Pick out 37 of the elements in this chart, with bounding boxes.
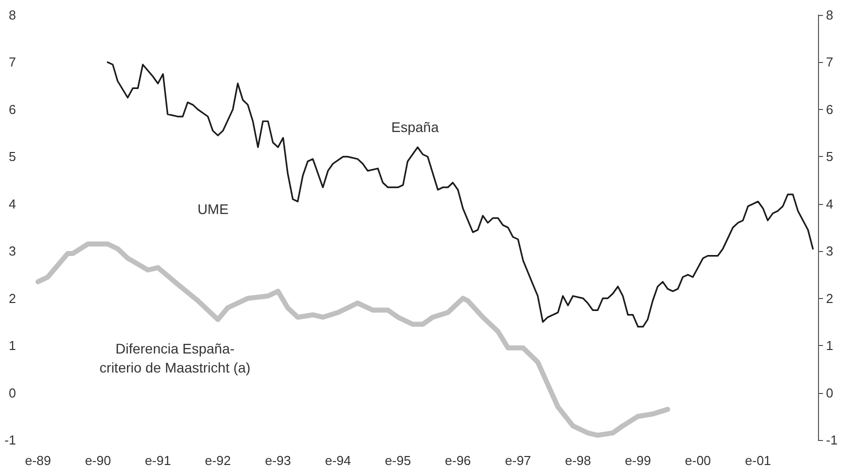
x-tick-label: e-96 bbox=[444, 453, 471, 468]
y2-tick-label: 5 bbox=[826, 149, 834, 164]
y2-tick-label: 3 bbox=[826, 244, 834, 259]
y-tick-label: 2 bbox=[8, 290, 16, 306]
y-tick-label: 6 bbox=[8, 102, 16, 117]
line-series bbox=[106, 61, 814, 328]
annotation: Diferencia España- criterio de Maastricht (a) bbox=[100, 340, 250, 376]
y-tick-label: 5 bbox=[8, 149, 16, 164]
x-tick-label: e-94 bbox=[324, 453, 351, 468]
x-tick-label: e-95 bbox=[384, 453, 411, 468]
y-tick-label: 1 bbox=[8, 338, 16, 354]
x-tick-label: e-97 bbox=[505, 453, 532, 468]
y-tick-label: 4 bbox=[8, 196, 16, 212]
y2-tick-label: 8 bbox=[826, 8, 834, 22]
y-tick-label: -1 bbox=[4, 432, 16, 448]
y-tick-label: 3 bbox=[8, 244, 16, 259]
y2-tick-label: 2 bbox=[826, 290, 834, 306]
x-tick-label: e-00 bbox=[684, 453, 711, 468]
x-tick-label: e-01 bbox=[745, 453, 772, 468]
x-tick-label: e-92 bbox=[204, 453, 231, 468]
x-tick-label: e-99 bbox=[624, 453, 651, 468]
x-tick-label: e-89 bbox=[24, 453, 52, 468]
annotation: UME bbox=[197, 201, 229, 217]
y2-tick-label: 1 bbox=[826, 338, 834, 354]
y2-tick-label: 0 bbox=[826, 385, 834, 400]
y2-tick-label: 6 bbox=[826, 102, 834, 117]
y-tick-label: 8 bbox=[8, 8, 16, 22]
y2-tick-label: -1 bbox=[826, 432, 838, 448]
x-tick-label: e-91 bbox=[144, 453, 171, 468]
y-tick-label: 0 bbox=[8, 385, 16, 400]
y-tick-label: 7 bbox=[8, 54, 16, 70]
annotation: España bbox=[391, 119, 439, 135]
x-tick-label: e-98 bbox=[564, 453, 592, 468]
y2-tick-label: 4 bbox=[826, 196, 834, 212]
x-tick-label: e-93 bbox=[264, 453, 292, 468]
y2-tick-label: 7 bbox=[826, 54, 834, 70]
x-tick-label: e-90 bbox=[84, 453, 111, 468]
